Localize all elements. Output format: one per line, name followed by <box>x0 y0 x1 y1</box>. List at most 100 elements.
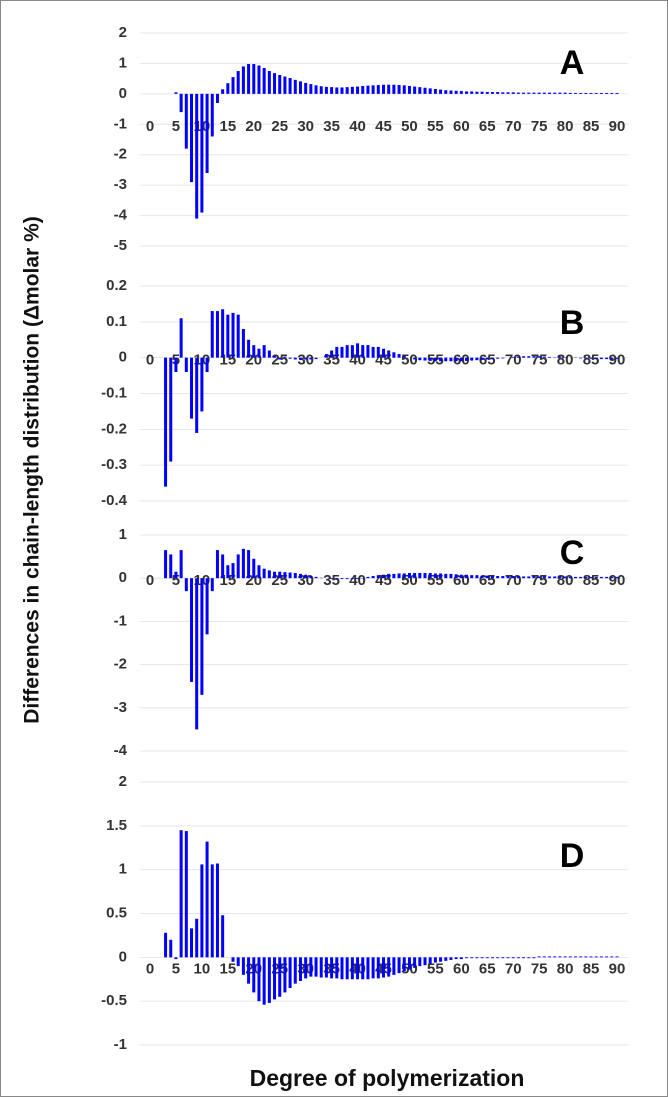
bar <box>454 90 458 94</box>
bar <box>262 67 266 94</box>
y-axis-label: Differences in chain-length distribution… <box>21 216 44 723</box>
bar <box>444 957 448 961</box>
bar <box>335 87 339 94</box>
x-tick-label: 0 <box>146 572 154 589</box>
bar <box>610 92 614 94</box>
y-tick-label: -0.2 <box>101 420 127 437</box>
bar <box>215 93 219 103</box>
bar <box>309 576 313 579</box>
bar <box>319 86 323 94</box>
bar <box>236 957 240 967</box>
bar <box>288 357 292 359</box>
x-tick-label: 25 <box>271 352 288 369</box>
bar <box>480 575 484 579</box>
x-tick-label: 5 <box>172 960 180 977</box>
bar <box>226 83 230 94</box>
panel-label: D <box>560 837 585 875</box>
bar <box>496 957 500 959</box>
bar <box>594 576 598 579</box>
bar <box>475 957 479 959</box>
bar <box>537 92 541 94</box>
bar <box>490 92 494 94</box>
bar <box>480 91 484 94</box>
bar <box>252 64 256 94</box>
bar <box>350 345 354 358</box>
bar <box>340 346 344 358</box>
bar <box>392 573 396 579</box>
y-tick-label: -4 <box>114 207 128 224</box>
x-tick-label: 50 <box>401 352 418 369</box>
bar <box>345 957 349 980</box>
bar <box>465 574 469 579</box>
x-tick-label: 80 <box>557 118 574 135</box>
bar <box>558 576 562 579</box>
bar <box>439 357 443 362</box>
bar <box>169 357 173 462</box>
bar <box>522 356 526 358</box>
bar <box>548 92 552 94</box>
bar <box>288 957 292 989</box>
bar <box>293 957 297 984</box>
y-tick-label: 2 <box>119 24 127 41</box>
bar <box>459 91 463 94</box>
bar <box>340 87 344 94</box>
bar <box>465 957 469 959</box>
bar <box>589 956 593 958</box>
x-tick-label: 30 <box>297 352 314 369</box>
y-tick-label: -3 <box>114 699 127 716</box>
bar <box>267 71 271 94</box>
bar <box>413 86 417 94</box>
bar <box>283 957 287 993</box>
y-tick-label: -3 <box>114 176 127 193</box>
bar <box>205 578 209 635</box>
x-tick-label: 85 <box>583 352 600 369</box>
bar <box>371 576 375 579</box>
bar <box>407 85 411 94</box>
y-tick-label: 1.5 <box>106 817 127 834</box>
bar <box>309 84 313 94</box>
bar <box>527 92 531 94</box>
bar <box>594 357 598 359</box>
x-tick-label: 75 <box>531 960 548 977</box>
x-tick-label: 40 <box>349 572 366 589</box>
bar <box>418 957 422 967</box>
bar <box>371 85 375 94</box>
bar <box>169 939 173 958</box>
bar <box>470 957 474 959</box>
bar <box>324 354 328 358</box>
bar <box>558 956 562 958</box>
bar <box>226 314 230 358</box>
bar <box>366 85 370 94</box>
bar <box>273 355 277 358</box>
bar <box>506 957 510 959</box>
bar <box>516 92 520 94</box>
panel-label: C <box>560 534 585 572</box>
bar <box>262 568 266 579</box>
bar <box>485 92 489 94</box>
bar <box>356 957 360 980</box>
bar <box>563 92 567 94</box>
bar <box>584 576 588 579</box>
bar <box>356 86 360 94</box>
bar <box>356 343 360 358</box>
bar <box>485 957 489 959</box>
bar <box>496 357 500 359</box>
bar <box>190 928 194 958</box>
bar <box>454 957 458 960</box>
bar <box>195 578 199 730</box>
bar <box>247 339 251 358</box>
bar <box>195 93 199 219</box>
bar <box>439 957 443 962</box>
bar <box>573 92 577 94</box>
bar <box>169 554 173 579</box>
bar <box>330 578 334 580</box>
bar <box>215 863 219 958</box>
bar <box>522 92 526 94</box>
bar <box>350 957 354 980</box>
bar <box>184 93 188 149</box>
bar <box>288 572 292 579</box>
bar <box>397 573 401 579</box>
x-tick-label: 10 <box>194 960 211 977</box>
x-tick-label: 5 <box>172 118 180 135</box>
x-tick-label: 65 <box>479 572 496 589</box>
